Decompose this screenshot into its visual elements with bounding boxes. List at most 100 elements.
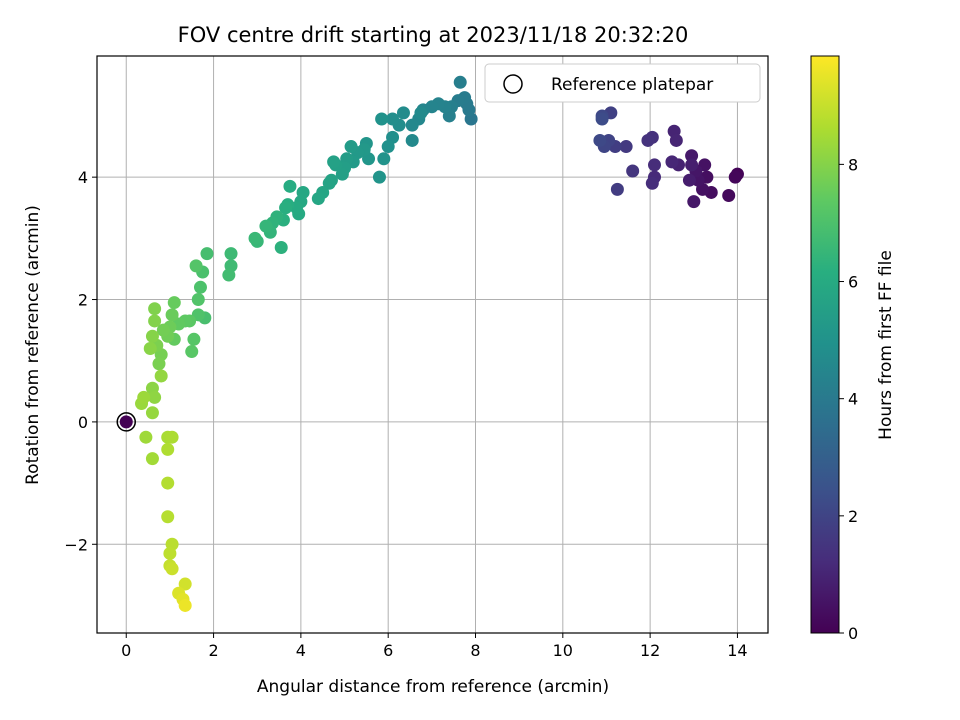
- colorbar-gradient: [810, 55, 840, 634]
- reference-marker-group: [116, 412, 136, 432]
- data-point: [161, 476, 175, 490]
- data-point: [405, 118, 419, 132]
- data-point: [687, 195, 701, 209]
- data-point: [669, 133, 683, 147]
- colorbar-tick-label: 8: [848, 155, 858, 174]
- data-point: [610, 182, 624, 196]
- data-point: [405, 133, 419, 147]
- data-point: [619, 140, 633, 154]
- colorbar-ticks: 0 2 4 6 8: [839, 155, 858, 643]
- x-tick-label: 4: [296, 641, 306, 660]
- data-point: [259, 219, 273, 233]
- reference-point: [119, 415, 133, 429]
- data-point: [139, 430, 153, 444]
- data-point: [178, 598, 192, 612]
- data-point: [152, 357, 166, 371]
- y-axis-ticks: −2 0 2 4: [64, 168, 97, 554]
- x-tick-label: 14: [727, 641, 747, 660]
- data-point: [145, 406, 159, 420]
- data-point: [222, 268, 236, 282]
- colorbar-tick-label: 6: [848, 273, 858, 292]
- x-tick-label: 2: [208, 641, 218, 660]
- legend-marker-reference: [503, 74, 523, 94]
- data-point: [372, 170, 386, 184]
- data-point: [178, 577, 192, 591]
- grid-lines: [97, 56, 768, 633]
- data-point: [148, 302, 162, 316]
- reference-marker: [116, 412, 136, 432]
- x-axis-ticks: 0 2 4 6 8 10 12 14: [121, 633, 748, 660]
- data-point: [248, 231, 262, 245]
- data-point: [641, 133, 655, 147]
- data-point: [335, 167, 349, 181]
- data-point: [187, 332, 201, 346]
- plot-area: [96, 55, 769, 634]
- data-point: [163, 546, 177, 560]
- data-point: [414, 106, 428, 120]
- data-point: [381, 140, 395, 154]
- data-point: [647, 158, 661, 172]
- data-point: [165, 308, 179, 322]
- data-point: [626, 164, 640, 178]
- data-point: [682, 173, 696, 187]
- data-point: [453, 75, 467, 89]
- data-point: [148, 314, 162, 328]
- data-point: [224, 247, 238, 261]
- data-point: [685, 149, 699, 163]
- colorbar: 0 2 4 6 8 Hours from first FF file: [810, 55, 896, 643]
- data-point: [685, 158, 699, 172]
- data-point: [375, 112, 389, 126]
- scatter-points: [135, 75, 744, 612]
- data-point: [344, 140, 358, 154]
- plot-frame: [96, 55, 769, 634]
- colorbar-label: Hours from first FF file: [876, 250, 896, 440]
- y-tick-label: 2: [78, 291, 88, 310]
- data-point: [665, 155, 679, 169]
- plot-background: [97, 56, 768, 633]
- data-point: [165, 562, 179, 576]
- y-tick-label: −2: [64, 535, 88, 554]
- chart-title: FOV centre drift starting at 2023/11/18 …: [178, 23, 689, 47]
- data-point: [189, 259, 203, 273]
- data-point: [396, 106, 410, 120]
- colorbar-tick-label: 0: [848, 624, 858, 643]
- y-tick-label: 0: [78, 413, 88, 432]
- y-axis-label: Rotation from reference (arcmin): [23, 205, 43, 485]
- colorbar-tick-label: 2: [848, 507, 858, 526]
- data-point: [154, 369, 168, 383]
- data-point: [593, 133, 607, 147]
- data-point: [167, 296, 181, 310]
- data-point: [165, 430, 179, 444]
- x-tick-label: 6: [383, 641, 393, 660]
- data-point: [148, 390, 162, 404]
- y-tick-label: 4: [78, 168, 88, 187]
- legend-label-reference: Reference platepar: [551, 75, 713, 95]
- data-point: [595, 112, 609, 126]
- data-point: [645, 176, 659, 190]
- data-point: [145, 329, 159, 343]
- data-point: [161, 442, 175, 456]
- legend-box: [484, 63, 761, 103]
- data-point: [386, 112, 400, 126]
- x-axis-label: Angular distance from reference (arcmin): [257, 677, 609, 697]
- colorbar-tick-label: 4: [848, 390, 858, 409]
- x-tick-label: 0: [121, 641, 131, 660]
- x-tick-label: 10: [553, 641, 573, 660]
- data-point: [722, 189, 736, 203]
- data-point: [283, 179, 297, 193]
- data-point: [145, 452, 159, 466]
- data-point: [311, 192, 325, 206]
- data-point: [200, 247, 214, 261]
- data-point: [728, 170, 742, 184]
- data-point: [327, 155, 341, 169]
- data-point: [377, 152, 391, 166]
- data-point: [191, 293, 205, 307]
- data-point: [185, 345, 199, 359]
- x-tick-label: 12: [640, 641, 660, 660]
- data-point: [161, 510, 175, 524]
- data-point: [322, 176, 336, 190]
- data-point: [279, 201, 293, 215]
- legend: Reference platepar: [484, 63, 761, 103]
- data-point: [156, 323, 170, 337]
